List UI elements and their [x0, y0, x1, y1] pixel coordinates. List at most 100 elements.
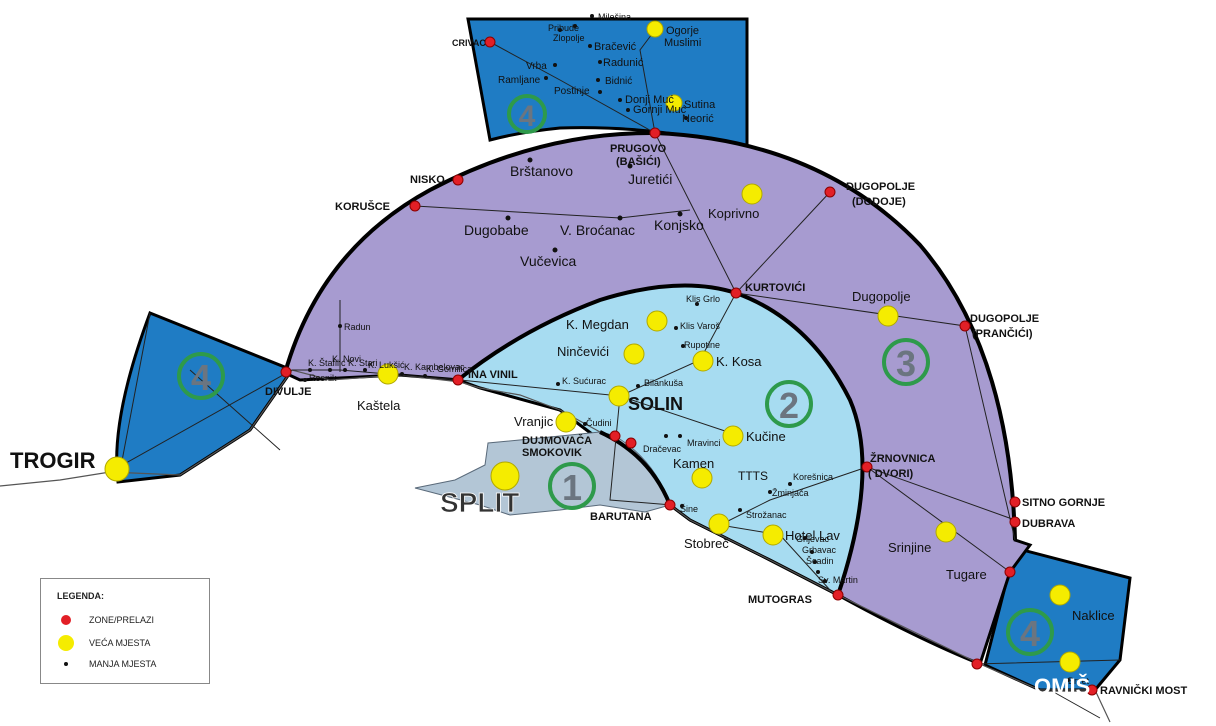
city-labels: SPLIT TROGIR OMIŠ SOLIN — [10, 394, 1090, 699]
zone-markers — [177, 94, 1054, 656]
place-label: Kučine — [746, 429, 786, 444]
crossing-label: CRIVAC — [452, 38, 486, 48]
place-label: K. Kosa — [716, 354, 762, 369]
place-label: Bilankuša — [644, 378, 683, 388]
place-label: K. Kambelovac — [404, 362, 465, 372]
place-label: Resnik — [309, 373, 337, 383]
crossing-label: DUBRAVA — [1022, 518, 1075, 530]
crossing-dots — [280, 36, 1098, 696]
place-label: Muslimi — [664, 37, 701, 49]
yellow-dot-icon — [58, 635, 74, 651]
zone-2-number: 2 — [779, 385, 799, 426]
crossing-label: NISKO — [410, 174, 445, 186]
place-label: Konjsko — [654, 217, 704, 233]
place-label: K. Gomilica — [426, 364, 472, 374]
place-label: K. Megdan — [566, 317, 629, 332]
place-label: V. Broćanac — [560, 222, 635, 238]
place-label: Čudini — [586, 418, 612, 428]
place-label: Brštanovo — [510, 163, 573, 179]
crossing-label: RAVNIČKI MOST — [1100, 684, 1187, 697]
place-label: Srinjine — [888, 540, 931, 555]
place-label: Radun — [344, 322, 371, 332]
zone-3-number: 3 — [896, 343, 916, 384]
small-place-labels: Milešina Pribude Zlopolje Bračević Radun… — [308, 12, 1090, 686]
place-label: Brzet — [1068, 676, 1090, 686]
legend-title: LEGENDA: — [57, 591, 104, 601]
place-label: Dugobabe — [464, 222, 529, 238]
place-label: K. Lukšić — [368, 360, 405, 370]
place-label: TTTS — [738, 469, 768, 483]
place-label: Sutina — [684, 99, 716, 111]
place-label: Hotel Lav — [785, 528, 840, 543]
crossing-label: ŽRNOVNICA — [870, 452, 935, 465]
zone-4-west-number: 4 — [191, 357, 211, 398]
place-label: Grljevac — [796, 534, 830, 544]
legend-small-label: MANJA MJESTA — [89, 659, 157, 669]
place-label: Rupotine — [684, 340, 720, 350]
city-label-split: SPLIT — [440, 487, 519, 518]
place-label: Naklice — [1072, 608, 1115, 623]
crossing-label: MUTOGRAS — [748, 594, 812, 606]
legend-zone-label: ZONE/PRELAZI — [89, 615, 155, 625]
place-label: Postinje — [554, 86, 590, 97]
place-label: Vučevica — [520, 253, 577, 269]
large-place-dots — [104, 20, 1081, 673]
place-label: Tugare — [946, 567, 987, 582]
place-label: Vranjic — [514, 414, 554, 429]
crossing-label: DIVULJE — [265, 386, 311, 398]
city-label-omis: OMIŠ — [1034, 674, 1090, 699]
place-label: Sv. Martin — [818, 575, 858, 585]
place-label: Vrba — [526, 61, 547, 72]
legend-row-small: MANJA MJESTA — [57, 659, 156, 669]
crossing-label: DUGOPOLJE — [846, 181, 915, 193]
crossing-label: KORUŠCE — [335, 200, 390, 213]
zone-4-north-number: 4 — [519, 100, 536, 133]
crossing-label: PRUGOVO — [610, 143, 667, 155]
crossing-label: SMOKOVIK — [522, 447, 582, 459]
crossing-label: ( DVORI) — [868, 468, 914, 480]
legend-row-zones: ZONE/PRELAZI — [57, 615, 154, 625]
place-label: Šcadin — [806, 556, 834, 566]
zone-2-outer-boundary — [456, 283, 865, 596]
place-label: Šine — [680, 504, 698, 514]
place-label: Juretići — [628, 171, 672, 187]
crossing-label: KURTOVIĆI — [745, 281, 805, 294]
place-label: K. Stari — [348, 358, 378, 368]
place-label: Korešnica — [793, 472, 833, 482]
crossing-label: DUGOPOLJE — [970, 313, 1039, 325]
crossing-label: (DODOJE) — [852, 196, 906, 208]
crossing-labels: CRIVAC PRUGOVO (BAŠIĆI) NISKO KORUŠCE DU… — [265, 38, 1187, 697]
large-place-labels: Ogorje Muslimi Sutina Koprivno Dugopolje… — [357, 25, 1115, 623]
zone-numbers: 4 4 3 2 1 4 — [191, 100, 1040, 654]
crossing-label: (PRANČIĆI) — [972, 327, 1033, 340]
place-label: Pribude — [548, 23, 579, 33]
place-label: K. Sućurac — [562, 376, 607, 386]
legend-large-label: VEĆA MJESTA — [89, 638, 151, 648]
medium-place-labels: Brštanovo Juretići Dugobabe V. Broćanac … — [464, 163, 768, 483]
city-label-trogir: TROGIR — [10, 448, 96, 473]
place-label: Ogorje — [666, 25, 699, 37]
place-label: K. Novi — [332, 354, 361, 364]
place-label: Klis Varoš — [680, 321, 720, 331]
place-label: Ramljane — [498, 75, 541, 86]
place-label: Zlopolje — [553, 33, 585, 43]
legend: LEGENDA: ZONE/PRELAZI VEĆA MJESTA MANJA … — [40, 578, 210, 684]
zone-1-number: 1 — [562, 467, 582, 508]
crossing-label: DUJMOVAČA — [522, 434, 592, 447]
place-label: Neorić — [682, 113, 714, 125]
small-place-dots — [303, 14, 1070, 682]
zone-4-east-number: 4 — [1020, 613, 1040, 654]
place-label: Kaštela — [357, 398, 401, 413]
place-label: Radunić — [603, 57, 644, 69]
place-label: Ninčevići — [557, 344, 609, 359]
place-label: Donji Muć — [625, 94, 674, 106]
place-label: Dračevac — [643, 444, 682, 454]
red-dot-icon — [61, 615, 71, 625]
legend-row-large: VEĆA MJESTA — [57, 635, 150, 651]
place-label: Grbavac — [802, 545, 837, 555]
city-label-solin: SOLIN — [628, 394, 683, 414]
place-label: Stobreč — [684, 536, 729, 551]
place-label: Klis Grlo — [686, 294, 720, 304]
place-label: Koprivno — [708, 206, 759, 221]
